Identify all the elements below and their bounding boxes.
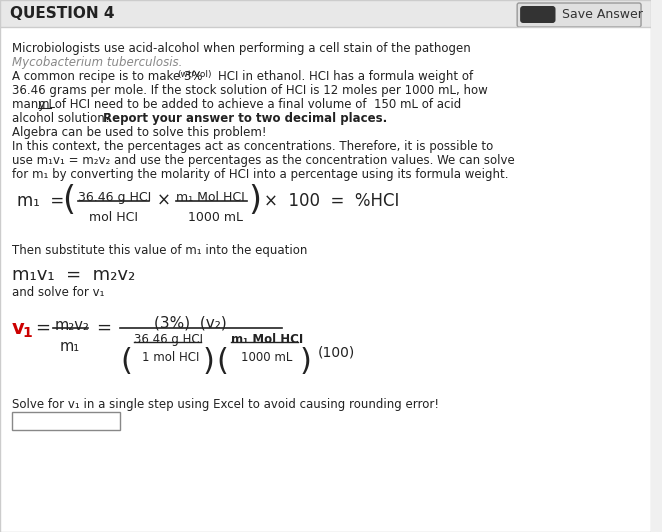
Text: m₂v₂: m₂v₂ bbox=[55, 318, 90, 333]
Text: =: = bbox=[35, 319, 50, 337]
Text: and solve for v₁: and solve for v₁ bbox=[12, 286, 105, 299]
Text: 1000 mL: 1000 mL bbox=[188, 211, 243, 224]
Text: (: ( bbox=[120, 347, 132, 376]
Text: (: ( bbox=[62, 185, 75, 218]
Text: Solve for v₁ in a single step using Excel to avoid causing rounding error!: Solve for v₁ in a single step using Exce… bbox=[12, 398, 439, 411]
Text: 1: 1 bbox=[23, 326, 32, 340]
Text: m₁ Mol HCI: m₁ Mol HCI bbox=[176, 191, 245, 204]
Text: Report your answer to two decimal places.: Report your answer to two decimal places… bbox=[103, 112, 387, 125]
Text: m₁v₁  =  m₂v₂: m₁v₁ = m₂v₂ bbox=[12, 266, 135, 284]
Text: HCI in ethanol. HCI has a formula weight of: HCI in ethanol. HCI has a formula weight… bbox=[218, 70, 473, 83]
Text: (100): (100) bbox=[318, 345, 355, 359]
Text: =: = bbox=[97, 319, 111, 337]
Text: alcohol solution?: alcohol solution? bbox=[12, 112, 115, 125]
Text: Then substitute this value of m₁ into the equation: Then substitute this value of m₁ into th… bbox=[12, 244, 307, 257]
Text: m₁ Mol HCI: m₁ Mol HCI bbox=[231, 333, 303, 346]
Text: many: many bbox=[12, 98, 49, 111]
Text: of HCI need to be added to achieve a final volume of  150 mL of acid: of HCI need to be added to achieve a fin… bbox=[51, 98, 461, 111]
Text: use m₁v₁ = m₂v₂ and use the percentages as the concentration values. We can solv: use m₁v₁ = m₂v₂ and use the percentages … bbox=[12, 154, 514, 167]
Text: (3%)  (v₂): (3%) (v₂) bbox=[154, 316, 227, 331]
FancyBboxPatch shape bbox=[517, 3, 641, 27]
Text: m₁: m₁ bbox=[60, 339, 80, 354]
Text: Mycobacterium tuberculosis.: Mycobacterium tuberculosis. bbox=[12, 56, 182, 69]
Text: Save Answer: Save Answer bbox=[563, 7, 643, 21]
Text: (: ( bbox=[216, 347, 228, 376]
Bar bbox=[0, 0, 651, 27]
Text: 36.46 g HCI: 36.46 g HCI bbox=[77, 191, 151, 204]
Text: mol HCI: mol HCI bbox=[89, 211, 138, 224]
Text: ): ) bbox=[300, 347, 312, 376]
Text: for m₁ by converting the molarity of HCI into a percentage using its formula wei: for m₁ by converting the molarity of HCI… bbox=[12, 168, 508, 181]
Text: Microbiologists use acid-alcohol when performing a cell stain of the pathogen: Microbiologists use acid-alcohol when pe… bbox=[12, 42, 471, 55]
Text: ): ) bbox=[249, 185, 261, 218]
FancyBboxPatch shape bbox=[520, 6, 555, 23]
Text: 36.46 g HCI: 36.46 g HCI bbox=[134, 333, 203, 346]
Text: ×  100  =  %HCI: × 100 = %HCI bbox=[265, 192, 400, 210]
Text: m₁  =: m₁ = bbox=[17, 192, 64, 210]
Text: ×: × bbox=[156, 192, 170, 210]
Text: (wt/vol): (wt/vol) bbox=[177, 70, 211, 79]
Text: 36.46 grams per mole. If the stock solution of HCI is 12 moles per 1000 mL, how: 36.46 grams per mole. If the stock solut… bbox=[12, 84, 487, 97]
Bar bbox=[12, 412, 120, 430]
Text: 1 mol HCI: 1 mol HCI bbox=[142, 351, 199, 364]
Text: mL: mL bbox=[38, 98, 56, 111]
Text: v: v bbox=[12, 319, 24, 337]
Text: 1000 mL: 1000 mL bbox=[241, 351, 292, 364]
Text: In this context, the percentages act as concentrations. Therefore, it is possibl: In this context, the percentages act as … bbox=[12, 140, 493, 153]
Text: Algebra can be used to solve this problem!: Algebra can be used to solve this proble… bbox=[12, 126, 266, 139]
Text: QUESTION 4: QUESTION 4 bbox=[10, 5, 115, 21]
Text: A common recipe is to make 3%: A common recipe is to make 3% bbox=[12, 70, 203, 83]
Text: ): ) bbox=[203, 347, 214, 376]
